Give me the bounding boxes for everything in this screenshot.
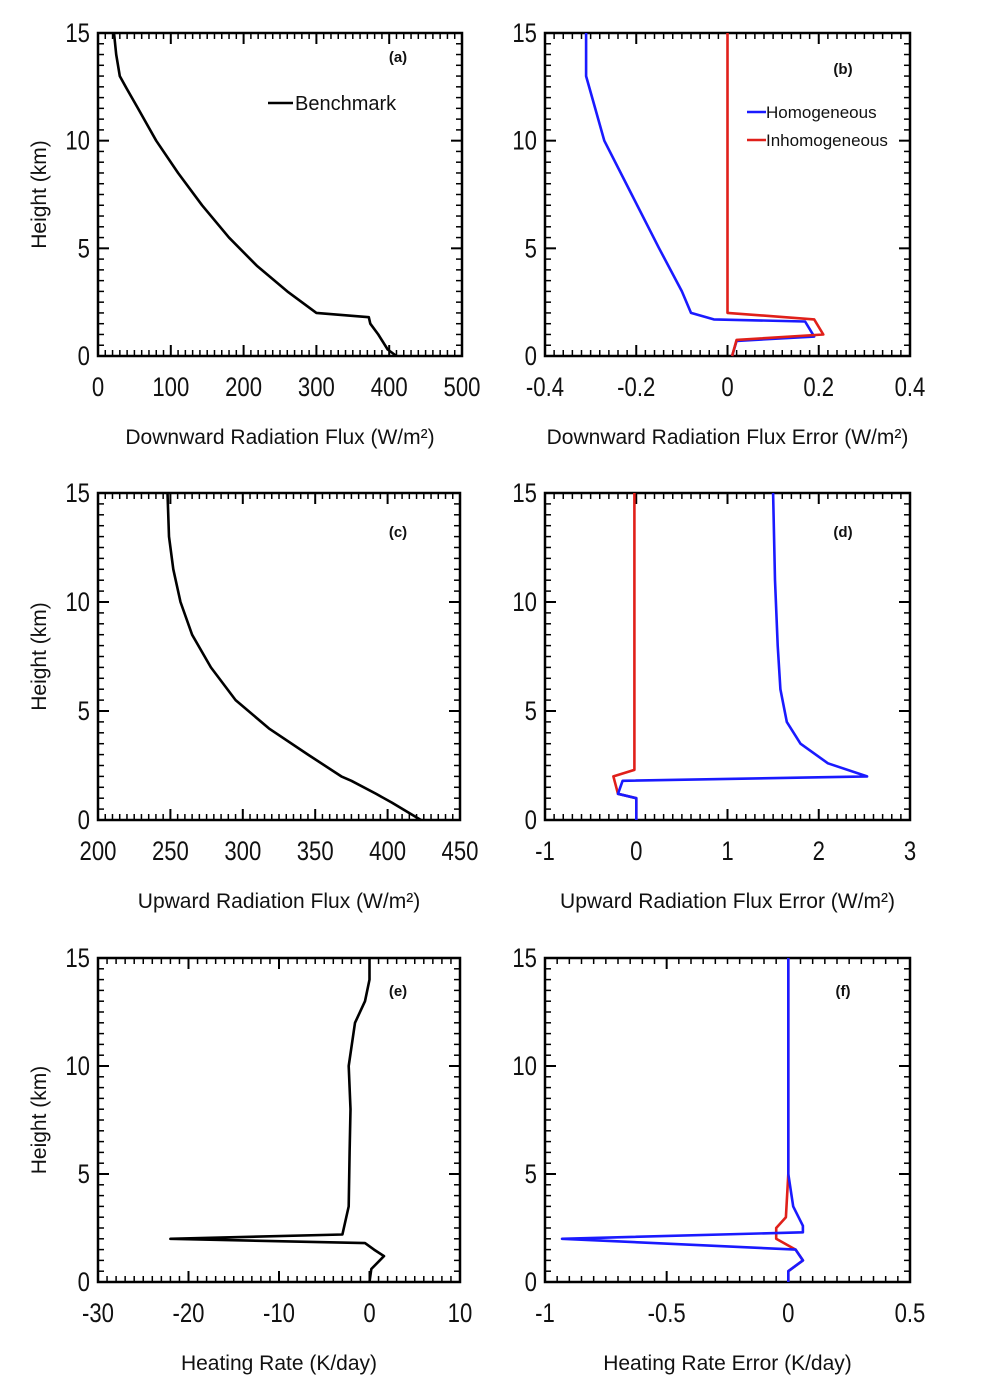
- plot-frame: [96, 31, 464, 358]
- y-tick-label: 0: [78, 342, 90, 372]
- y-axis-title: Height (km): [28, 140, 51, 249]
- x-axis-title: Downward Radiation Flux (W/m²): [125, 426, 434, 449]
- x-tick-label: 200: [225, 373, 262, 403]
- plot-frame: [96, 956, 462, 1284]
- x-axis-title: Heating Rate Error (K/day): [603, 1352, 852, 1375]
- x-tick-label: 0: [782, 1299, 794, 1329]
- legend-label: Homogeneous: [766, 103, 877, 122]
- panel-label: (d): [833, 524, 852, 541]
- y-tick-label: 0: [78, 806, 90, 836]
- x-tick-label: 200: [80, 837, 117, 867]
- x-tick-label: 450: [442, 837, 479, 867]
- y-tick-label: 0: [525, 806, 537, 836]
- x-tick-label: -10: [263, 1299, 295, 1329]
- y-tick-label: 5: [78, 234, 90, 264]
- x-tick-label: 0.2: [803, 373, 834, 403]
- x-tick-label: 100: [152, 373, 189, 403]
- x-tick-label: 350: [297, 837, 334, 867]
- y-tick-label: 10: [65, 588, 90, 618]
- x-tick-label: 0: [363, 1299, 375, 1329]
- plot-frame: [96, 491, 462, 822]
- series-line-homogeneous: [560, 958, 805, 1282]
- x-tick-label: 0.4: [895, 373, 926, 403]
- y-axis-title: Height (km): [28, 602, 51, 711]
- series-line-inhomogeneous: [612, 493, 638, 820]
- x-axis-title: Upward Radiation Flux Error (W/m²): [560, 890, 895, 913]
- x-tick-label: -1: [535, 837, 555, 867]
- x-axis-title: Heating Rate (K/day): [181, 1352, 377, 1375]
- y-tick-label: 10: [512, 1052, 537, 1082]
- x-tick-label: -0.4: [526, 373, 564, 403]
- x-tick-label: 400: [371, 373, 408, 403]
- y-tick-label: 0: [525, 342, 537, 372]
- y-tick-label: 5: [525, 1160, 537, 1190]
- panel-label: (b): [833, 61, 852, 78]
- y-tick-label: 5: [525, 234, 537, 264]
- y-tick-label: 15: [512, 19, 537, 49]
- x-tick-label: 300: [224, 837, 261, 867]
- x-tick-label: -0.5: [648, 1299, 686, 1329]
- x-tick-label: 0: [92, 373, 104, 403]
- x-tick-label: 1: [721, 837, 733, 867]
- y-tick-label: 10: [65, 1052, 90, 1082]
- chart-panel-c: 200 250 300 350 400 450 0 5 10 15 Upward Radiation…: [28, 479, 478, 913]
- chart-panel-b: -0.4 -0.2 0 0.2 0.4 0 5 10 15 Downward Radiation …: [512, 19, 925, 449]
- legend-label: Inhomogeneous: [766, 131, 888, 150]
- x-tick-label: -0.2: [617, 373, 655, 403]
- legend-label: Benchmark: [295, 93, 397, 115]
- chart-panel-e: -30 -20 -10 0 10 0 5 10 15 Heating Rate (K/day) He…: [28, 944, 472, 1375]
- series-line-benchmark: [112, 32, 398, 358]
- y-tick-label: 15: [65, 479, 90, 509]
- series-line-homogeneous: [616, 492, 869, 820]
- y-tick-label: 15: [512, 944, 537, 974]
- x-tick-label: 250: [152, 837, 189, 867]
- x-tick-label: 0: [630, 837, 642, 867]
- x-tick-label: -1: [535, 1299, 555, 1329]
- x-tick-label: 3: [904, 837, 916, 867]
- y-tick-label: 0: [525, 1268, 537, 1298]
- x-tick-label: 10: [448, 1299, 473, 1329]
- y-tick-label: 15: [65, 944, 90, 974]
- series-line-homogeneous: [584, 33, 816, 357]
- chart-panel-a: 0 100 200 300 400 500 0 5 10 15 Downward Radiation…: [28, 19, 480, 449]
- panel-label: (c): [389, 524, 407, 541]
- x-tick-label: -30: [82, 1299, 114, 1329]
- x-axis-title: Upward Radiation Flux (W/m²): [138, 890, 420, 913]
- x-tick-label: -20: [173, 1299, 205, 1329]
- panel-label: (e): [389, 983, 407, 1000]
- x-tick-label: 400: [369, 837, 406, 867]
- plot-frame: [543, 491, 912, 822]
- y-tick-label: 0: [78, 1268, 90, 1298]
- y-axis-title: Height (km): [28, 1066, 51, 1175]
- y-tick-label: 5: [525, 697, 537, 727]
- y-tick-label: 10: [65, 127, 90, 157]
- y-tick-label: 5: [78, 1160, 90, 1190]
- series-line-profile: [169, 958, 386, 1283]
- y-tick-label: 15: [65, 19, 90, 49]
- x-tick-label: 500: [444, 373, 481, 403]
- y-tick-label: 10: [512, 127, 537, 157]
- x-tick-label: 300: [298, 373, 335, 403]
- x-axis-title: Downward Radiation Flux Error (W/m²): [547, 426, 909, 449]
- series-line-inhomogeneous: [726, 33, 825, 357]
- x-tick-label: 0: [721, 373, 733, 403]
- panel-label: (f): [836, 983, 851, 1000]
- y-tick-label: 5: [78, 697, 90, 727]
- chart-panel-f: -1 -0.5 0 0.5 0 5 10 15 Heating Rate Error (K/da…: [512, 944, 925, 1375]
- x-tick-label: 0.5: [895, 1299, 926, 1329]
- series-line-profile: [166, 492, 422, 822]
- x-tick-label: 2: [813, 837, 825, 867]
- y-tick-label: 10: [512, 588, 537, 618]
- panel-label: (a): [389, 49, 407, 66]
- y-tick-label: 15: [512, 479, 537, 509]
